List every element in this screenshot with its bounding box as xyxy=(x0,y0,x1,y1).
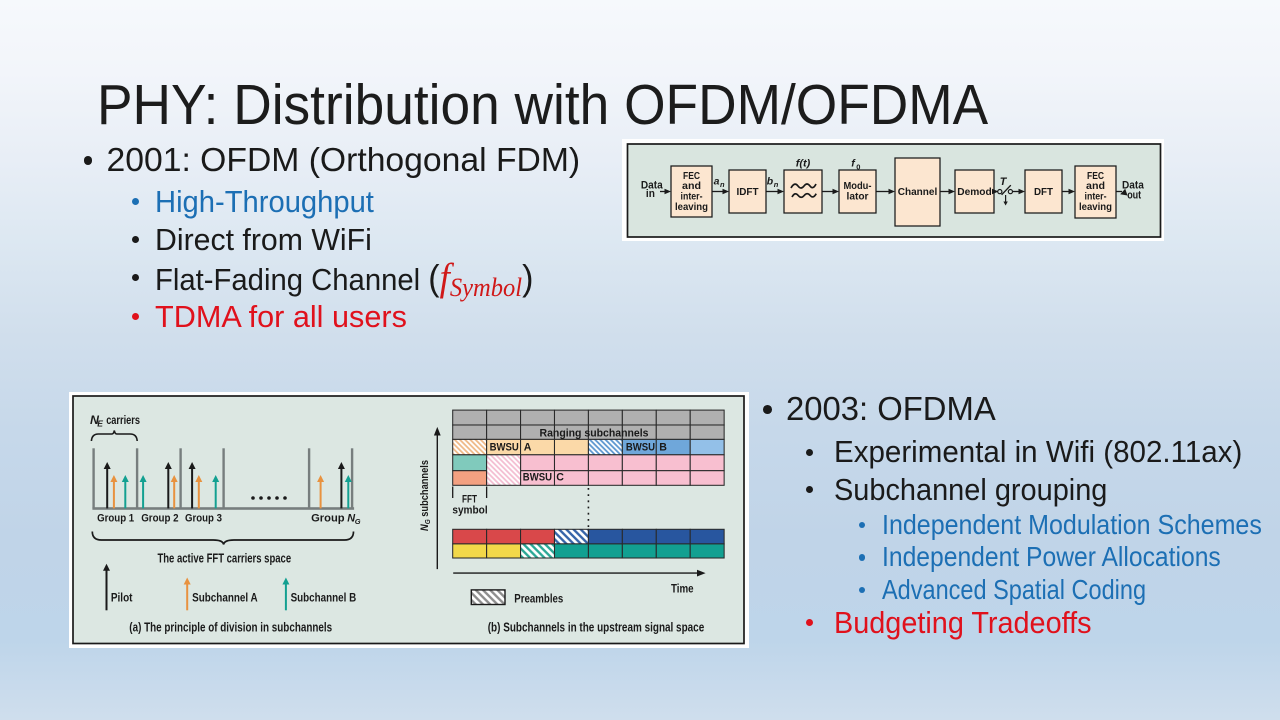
svg-text:BWSU: BWSU xyxy=(523,472,552,484)
svg-text:C: C xyxy=(556,472,564,484)
svg-text:B: B xyxy=(659,442,667,454)
svg-text:Group 1: Group 1 xyxy=(97,512,134,524)
svg-text:Preambles: Preambles xyxy=(514,592,563,605)
svg-text:in: in xyxy=(646,188,655,200)
svg-text:n: n xyxy=(774,180,779,189)
svg-text:A: A xyxy=(524,442,532,454)
svg-text:n: n xyxy=(720,180,725,189)
svg-text:carriers: carriers xyxy=(106,413,140,427)
svg-text:leaving: leaving xyxy=(675,202,708,213)
svg-text:(b) Subchannels in the upstrea: (b) Subchannels in the upstream signal s… xyxy=(488,619,705,634)
svg-text:FEC: FEC xyxy=(683,171,700,182)
svg-text:inter-: inter- xyxy=(1085,192,1107,203)
svg-text:N: N xyxy=(90,413,100,427)
svg-text:T: T xyxy=(1000,176,1008,188)
svg-text:out: out xyxy=(1127,189,1141,201)
svg-text:N: N xyxy=(347,512,356,524)
svg-text:FFT: FFT xyxy=(462,493,477,505)
svg-text:Demod: Demod xyxy=(957,187,992,198)
svg-text:Ranging subchannels: Ranging subchannels xyxy=(540,428,649,440)
svg-text:IDFT: IDFT xyxy=(737,187,760,198)
svg-text:Group 2: Group 2 xyxy=(141,512,178,524)
svg-text:Time: Time xyxy=(671,581,694,595)
svg-text:Data: Data xyxy=(1122,180,1144,192)
svg-text:Group: Group xyxy=(311,512,345,524)
svg-text:(a) The principle of division: (a) The principle of division in subchan… xyxy=(129,619,332,634)
svg-text:Group 3: Group 3 xyxy=(185,512,222,524)
svg-text:inter-: inter- xyxy=(681,192,703,203)
svg-text:lator: lator xyxy=(847,191,869,202)
svg-text:0: 0 xyxy=(856,162,860,171)
svg-text:symbol: symbol xyxy=(452,504,487,516)
svg-text:f: f xyxy=(851,158,856,170)
svg-text:Subchannel B: Subchannel B xyxy=(291,590,357,604)
svg-text:a: a xyxy=(714,175,720,187)
svg-text:DFT: DFT xyxy=(1034,187,1054,198)
svg-text:and: and xyxy=(682,181,701,192)
svg-text:BWSU: BWSU xyxy=(626,442,655,454)
svg-text:NG subchannels: NG subchannels xyxy=(419,460,432,531)
svg-text:The active FFT carriers space: The active FFT carriers space xyxy=(157,551,291,565)
svg-text:E: E xyxy=(97,419,103,429)
svg-text:Data: Data xyxy=(641,180,663,192)
svg-text:G: G xyxy=(355,517,361,526)
svg-text:Pilot: Pilot xyxy=(111,590,133,604)
svg-text:leaving: leaving xyxy=(1079,202,1112,213)
svg-text:Subchannel A: Subchannel A xyxy=(192,590,258,604)
svg-text:b: b xyxy=(767,175,774,187)
svg-text:BWSU: BWSU xyxy=(490,442,519,454)
svg-text:FEC: FEC xyxy=(1087,171,1104,182)
svg-text:and: and xyxy=(1086,181,1105,192)
svg-text:Modu-: Modu- xyxy=(844,181,872,192)
svg-text:f(t): f(t) xyxy=(796,157,811,169)
svg-text:Channel: Channel xyxy=(898,187,938,198)
